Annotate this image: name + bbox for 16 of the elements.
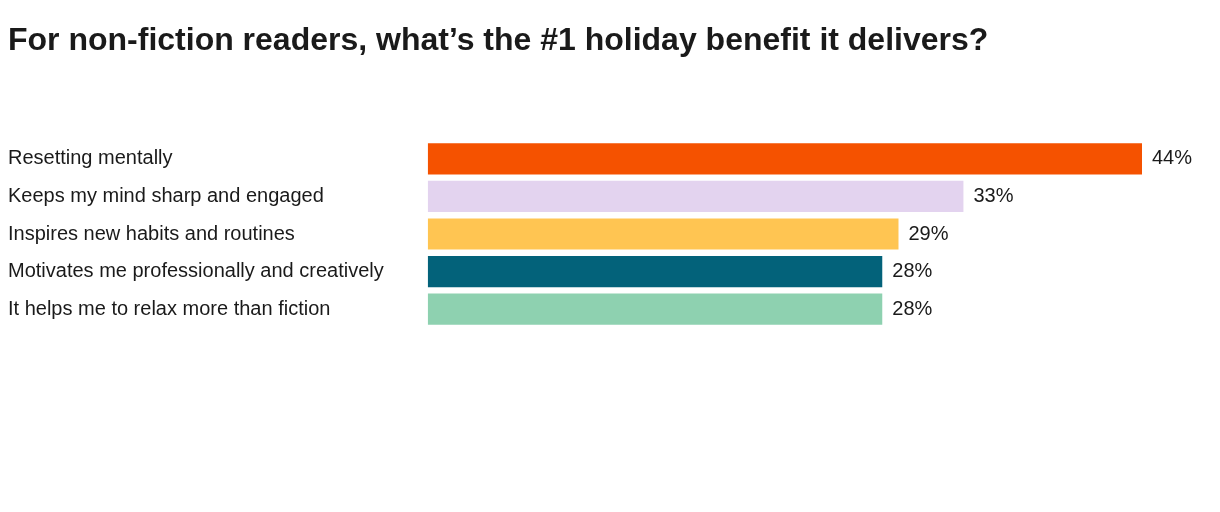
bar (427, 143, 1142, 175)
y-tick-label: Motivates me professionally and creatively (8, 259, 384, 282)
data-label: 28% (892, 259, 933, 282)
bar (427, 218, 899, 250)
bar (427, 293, 883, 325)
chart-title: For non-fiction readers, what’s the #1 holiday benefit it delivers? (8, 20, 990, 59)
y-tick-label: It helps me to relax more than fiction (8, 296, 331, 319)
data-label: 33% (973, 183, 1014, 206)
data-label: 28% (892, 296, 933, 319)
bar (427, 180, 964, 212)
data-label: 29% (908, 221, 949, 244)
data-label: 44% (1152, 146, 1193, 169)
y-tick-label: Keeps my mind sharp and engaged (8, 183, 324, 206)
bar (427, 256, 883, 288)
y-tick-label: Resetting mentally (8, 146, 173, 169)
y-tick-label: Inspires new habits and routines (8, 221, 295, 244)
